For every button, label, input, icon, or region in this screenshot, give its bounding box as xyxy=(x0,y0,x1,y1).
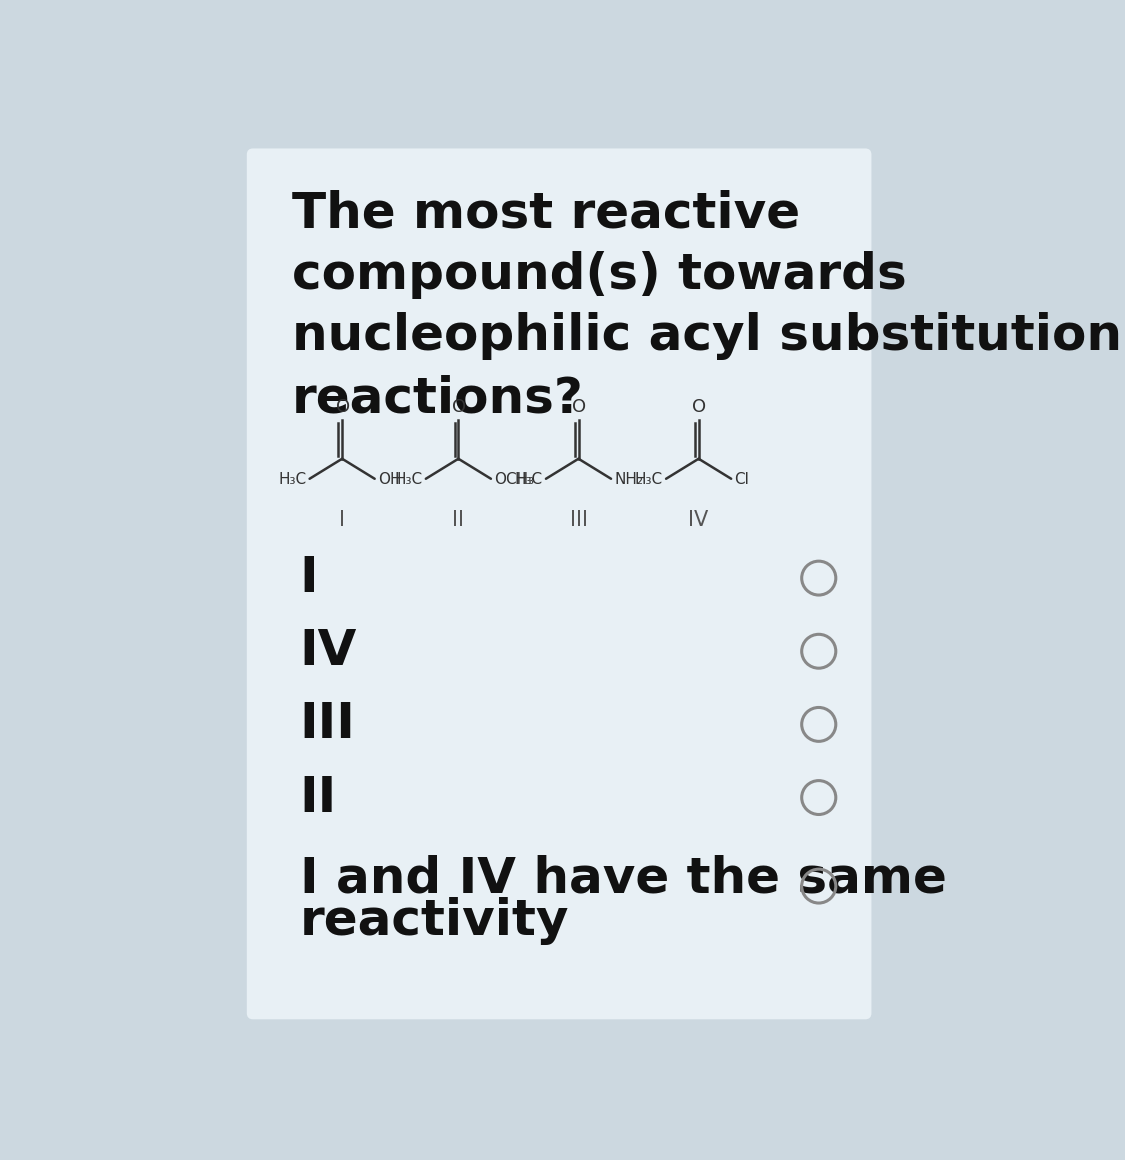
Text: III: III xyxy=(299,701,356,748)
Text: O: O xyxy=(452,398,466,415)
Text: OH: OH xyxy=(378,472,402,487)
Text: compound(s) towards: compound(s) towards xyxy=(291,251,907,299)
Text: I: I xyxy=(299,554,318,602)
Text: reactivity: reactivity xyxy=(299,897,569,944)
Text: II: II xyxy=(452,509,465,530)
Text: H₃C: H₃C xyxy=(278,472,306,487)
Text: H₃C: H₃C xyxy=(515,472,543,487)
Text: III: III xyxy=(569,509,587,530)
Text: O: O xyxy=(573,398,586,415)
Text: IV: IV xyxy=(688,509,709,530)
Text: nucleophilic acyl substitution: nucleophilic acyl substitution xyxy=(291,312,1122,361)
Text: O: O xyxy=(336,398,350,415)
Text: Cl: Cl xyxy=(735,472,749,487)
Text: II: II xyxy=(299,774,336,821)
FancyBboxPatch shape xyxy=(246,148,872,1020)
Text: The most reactive: The most reactive xyxy=(291,189,800,238)
Text: H₃C: H₃C xyxy=(395,472,423,487)
Text: NH₂: NH₂ xyxy=(614,472,643,487)
Text: OCH₃: OCH₃ xyxy=(494,472,534,487)
Text: O: O xyxy=(692,398,706,415)
Text: I: I xyxy=(339,509,345,530)
Text: I and IV have the same: I and IV have the same xyxy=(299,855,946,902)
Text: IV: IV xyxy=(299,628,357,675)
Text: reactions?: reactions? xyxy=(291,374,584,422)
Text: H₃C: H₃C xyxy=(634,472,663,487)
